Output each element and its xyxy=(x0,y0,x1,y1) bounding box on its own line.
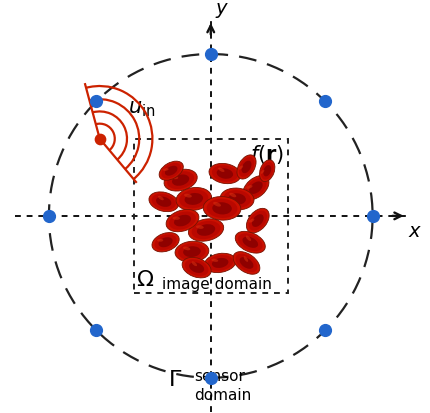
Ellipse shape xyxy=(228,194,246,205)
Ellipse shape xyxy=(156,197,172,207)
Ellipse shape xyxy=(178,244,206,261)
Ellipse shape xyxy=(204,254,236,273)
Ellipse shape xyxy=(167,172,194,190)
Ellipse shape xyxy=(169,212,196,230)
Point xyxy=(369,213,376,220)
Text: $u_{\mathrm{in}}$: $u_{\mathrm{in}}$ xyxy=(128,99,155,119)
Ellipse shape xyxy=(166,210,199,232)
Text: $f(\mathbf{r})$: $f(\mathbf{r})$ xyxy=(250,143,284,166)
Ellipse shape xyxy=(159,162,183,181)
Ellipse shape xyxy=(235,232,265,254)
Ellipse shape xyxy=(217,169,233,179)
Ellipse shape xyxy=(236,254,258,273)
Ellipse shape xyxy=(189,263,204,273)
Ellipse shape xyxy=(152,233,179,252)
Point xyxy=(207,375,214,381)
Text: $x$: $x$ xyxy=(408,222,423,240)
Ellipse shape xyxy=(249,219,255,223)
Ellipse shape xyxy=(152,194,176,210)
Ellipse shape xyxy=(158,196,164,201)
Ellipse shape xyxy=(229,193,236,198)
Ellipse shape xyxy=(239,158,255,178)
Ellipse shape xyxy=(207,199,237,218)
Ellipse shape xyxy=(249,182,263,195)
Ellipse shape xyxy=(260,160,275,182)
Ellipse shape xyxy=(172,217,180,220)
Ellipse shape xyxy=(252,215,264,228)
Point xyxy=(207,52,214,58)
Ellipse shape xyxy=(238,166,243,170)
Ellipse shape xyxy=(212,258,228,268)
Point xyxy=(93,99,100,105)
Ellipse shape xyxy=(192,262,197,266)
Ellipse shape xyxy=(149,192,178,212)
Ellipse shape xyxy=(174,215,191,227)
Point xyxy=(93,327,100,334)
Ellipse shape xyxy=(179,190,209,209)
Ellipse shape xyxy=(242,161,252,174)
Ellipse shape xyxy=(245,178,267,198)
Ellipse shape xyxy=(157,239,163,242)
Ellipse shape xyxy=(172,175,189,186)
Ellipse shape xyxy=(211,259,218,262)
Ellipse shape xyxy=(192,221,221,240)
Text: $\Omega$: $\Omega$ xyxy=(136,268,154,290)
Ellipse shape xyxy=(175,242,209,262)
Point xyxy=(46,213,52,220)
Ellipse shape xyxy=(176,188,212,211)
Ellipse shape xyxy=(213,202,221,207)
Ellipse shape xyxy=(209,164,241,184)
Ellipse shape xyxy=(246,236,251,241)
Ellipse shape xyxy=(223,190,251,209)
Ellipse shape xyxy=(238,234,263,252)
Ellipse shape xyxy=(243,237,258,248)
Ellipse shape xyxy=(183,247,190,251)
Ellipse shape xyxy=(237,155,256,180)
Ellipse shape xyxy=(164,170,197,192)
Ellipse shape xyxy=(240,257,253,269)
Ellipse shape xyxy=(185,260,209,276)
Text: image domain: image domain xyxy=(162,276,272,292)
Ellipse shape xyxy=(263,166,271,177)
Ellipse shape xyxy=(184,194,203,205)
Ellipse shape xyxy=(220,189,254,210)
Ellipse shape xyxy=(246,186,252,189)
Ellipse shape xyxy=(212,166,238,183)
Ellipse shape xyxy=(218,168,224,173)
Text: sensor
domain: sensor domain xyxy=(194,368,251,402)
Ellipse shape xyxy=(243,176,269,200)
Ellipse shape xyxy=(196,226,204,229)
Ellipse shape xyxy=(261,162,273,180)
Ellipse shape xyxy=(249,211,267,231)
Ellipse shape xyxy=(163,169,169,171)
Ellipse shape xyxy=(159,237,173,248)
Ellipse shape xyxy=(244,256,248,262)
Text: $y$: $y$ xyxy=(215,1,230,20)
Ellipse shape xyxy=(184,194,192,198)
Ellipse shape xyxy=(182,258,211,278)
Ellipse shape xyxy=(154,235,177,251)
Ellipse shape xyxy=(212,203,232,215)
Ellipse shape xyxy=(197,225,215,236)
Ellipse shape xyxy=(233,252,260,275)
Point xyxy=(322,327,329,334)
Point xyxy=(96,136,103,142)
Bar xyxy=(134,139,288,293)
Ellipse shape xyxy=(246,209,269,233)
Ellipse shape xyxy=(207,255,233,271)
Ellipse shape xyxy=(261,170,264,174)
Ellipse shape xyxy=(165,166,178,176)
Ellipse shape xyxy=(171,176,178,180)
Ellipse shape xyxy=(203,197,241,221)
Ellipse shape xyxy=(188,219,224,242)
Text: $\Gamma$: $\Gamma$ xyxy=(169,368,183,390)
Point xyxy=(322,99,329,105)
Ellipse shape xyxy=(183,247,201,257)
Ellipse shape xyxy=(161,164,181,179)
